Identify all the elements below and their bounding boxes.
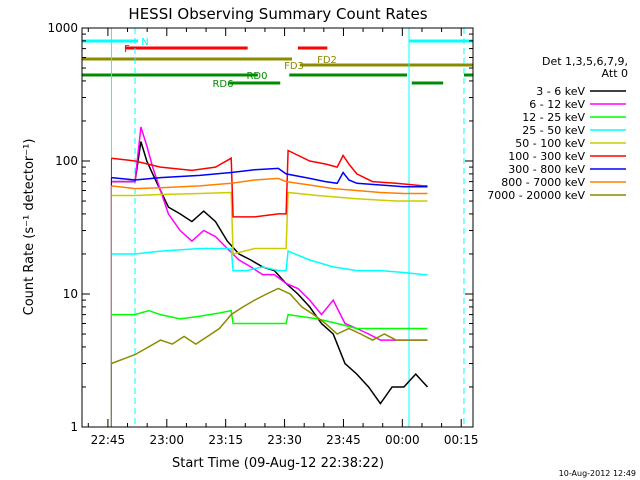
legend-label-3: 12 - 25 keV xyxy=(522,111,585,124)
flag-label-fd3: FD3 xyxy=(284,61,304,72)
series-line-5 xyxy=(111,191,428,255)
flag-label-n: N xyxy=(141,37,148,48)
series-line-7 xyxy=(111,167,428,188)
axes-layer: 1 10 100 1000 22:45 23:00 23:15 23:30 23:45 00:00… xyxy=(47,21,478,447)
flag-label-rd0: RD0 xyxy=(246,71,267,82)
y-tick-label: 100 xyxy=(55,154,78,168)
y-tick-label: 10 xyxy=(63,287,78,301)
legend-label-1: 3 - 6 keV xyxy=(536,85,585,98)
generation-timestamp: 10-Aug-2012 12:49 xyxy=(559,469,636,478)
flag-label-rd6: RD6 xyxy=(212,79,233,90)
series-layer xyxy=(110,126,429,427)
legend-label-7: 300 - 800 keV xyxy=(508,163,585,176)
flags-layer: NF FD2 FD3 RD0 RD6 xyxy=(82,37,473,90)
y-tick-label: 1 xyxy=(70,420,78,434)
legend-label-6: 100 - 300 keV xyxy=(508,150,585,163)
flag-label-f: F xyxy=(124,44,130,55)
legend-label-5: 50 - 100 keV xyxy=(515,137,585,150)
series-line-9 xyxy=(111,287,428,365)
series-line-3 xyxy=(111,309,428,330)
x-tick-label: 23:00 xyxy=(149,433,184,447)
x-tick-label: 23:45 xyxy=(326,433,361,447)
x-tick-label: 23:30 xyxy=(267,433,302,447)
legend-label-8: 800 - 7000 keV xyxy=(501,176,585,189)
legend-header-line-2: Att 0 xyxy=(602,67,628,80)
y-tick-label: 1000 xyxy=(47,21,78,35)
series-line-6 xyxy=(111,149,428,218)
legend-label-9: 7000 - 20000 keV xyxy=(487,189,585,202)
flag-label-fd2: FD2 xyxy=(317,55,337,66)
series-line-4 xyxy=(111,247,428,276)
x-tick-label: 22:45 xyxy=(91,433,126,447)
plot-frame xyxy=(81,27,474,428)
x-axis-label: Start Time (09-Aug-12 22:38:22) xyxy=(172,456,384,471)
legend-header-line-1: Det 1,3,5,6,7,9, xyxy=(542,55,628,68)
x-tick-label: 00:15 xyxy=(444,433,479,447)
legend-label-2: 6 - 12 keV xyxy=(529,98,585,111)
series-line-8 xyxy=(111,177,428,195)
x-tick-label: 23:15 xyxy=(208,433,243,447)
legend-label-4: 25 - 50 keV xyxy=(522,124,585,137)
y-axis-label: Count Rate (s⁻¹ detector⁻¹) xyxy=(22,139,37,316)
x-tick-label: 00:00 xyxy=(385,433,420,447)
series-line-2 xyxy=(111,126,428,341)
chart-title: HESSI Observing Summary Count Rates xyxy=(128,5,427,23)
